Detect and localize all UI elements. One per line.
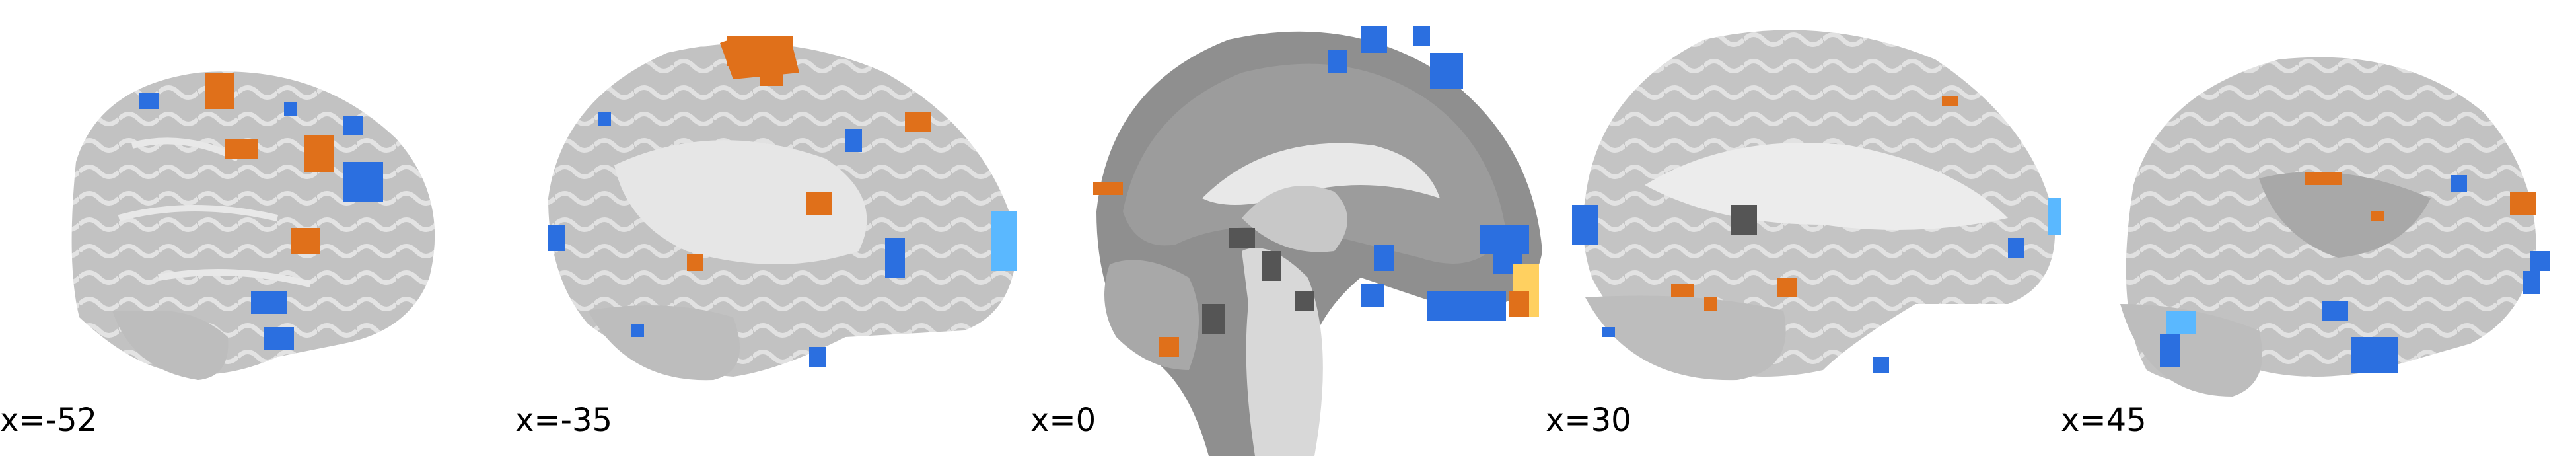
slice-panel-x-0: x=0 xyxy=(1030,0,1546,456)
brain-slice-image xyxy=(1093,26,1542,456)
slice-coordinate-label: x=-35 xyxy=(515,402,613,439)
brain-slice-image xyxy=(2120,57,2550,397)
slice-panel-x-minus-52: x=-52 xyxy=(0,0,515,456)
brain-slice-image xyxy=(548,36,1017,381)
brain-slice-image xyxy=(1572,30,2061,381)
slice-panel-x-30: x=30 xyxy=(1546,0,2061,456)
brain-slice-image xyxy=(71,71,435,380)
slice-coordinate-label: x=45 xyxy=(2061,402,2147,439)
slice-panel-x-45: x=45 xyxy=(2061,0,2576,456)
slice-coordinate-label: x=0 xyxy=(1030,402,1096,439)
slice-coordinate-label: x=-52 xyxy=(0,402,98,439)
slice-coordinate-label: x=30 xyxy=(1546,402,1631,439)
slice-panel-x-minus-35: x=-35 xyxy=(515,0,1030,456)
